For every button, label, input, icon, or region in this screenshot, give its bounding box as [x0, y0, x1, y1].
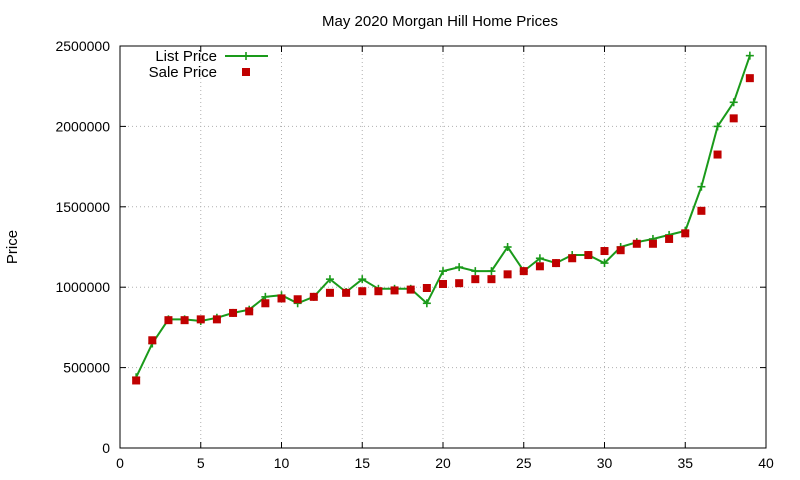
sale-price-point: [600, 247, 609, 256]
y-tick-label: 2500000: [55, 38, 110, 54]
sale-price-point: [293, 295, 302, 304]
list-price-point: [439, 267, 447, 276]
list-price-point: [697, 182, 706, 191]
sale-price-point: [568, 254, 577, 263]
list-price-point: [729, 98, 738, 107]
sale-price-point: [164, 316, 173, 325]
x-tick-label: 40: [758, 455, 774, 471]
sale-price-point: [229, 308, 238, 317]
legend-sample-sale-price: [242, 68, 250, 76]
ticks: 0 5 10 15 20 25 30 35 40 0 500000 1000000 1500000 200…: [55, 38, 774, 471]
sale-price-point: [132, 376, 141, 385]
sale-price-point: [681, 229, 690, 238]
sale-price-point: [374, 287, 383, 296]
y-tick-label: 0: [102, 440, 110, 456]
sale-price-point: [471, 275, 480, 284]
sale-price-point: [455, 279, 464, 288]
grid: [120, 46, 766, 448]
sale-price-point: [180, 316, 189, 325]
sale-price-point: [406, 285, 415, 294]
legend-label-list-price: List Price: [155, 48, 217, 65]
list-price-point: [745, 51, 754, 60]
list-price-point: [503, 243, 512, 251]
list-price-point: [535, 254, 544, 263]
y-tick-label: 2000000: [55, 118, 110, 134]
plot-series: [132, 51, 754, 385]
chart-title: May 2020 Morgan Hill Home Prices: [322, 13, 558, 30]
sale-price-point: [487, 275, 496, 284]
sale-price-point: [648, 239, 657, 248]
sale-price-point: [535, 262, 544, 271]
list-price-point: [325, 275, 334, 284]
sale-price-point: [552, 259, 561, 268]
sale-price-point: [309, 292, 318, 301]
x-tick-label: 5: [197, 455, 205, 471]
y-tick-label: 1000000: [55, 279, 110, 295]
list-price-point: [455, 263, 464, 272]
list-price-point: [487, 267, 496, 276]
sale-price-point: [745, 74, 754, 83]
legend: List Price Sale Price: [149, 48, 268, 81]
list-price-point: [471, 267, 480, 276]
sale-price-point: [729, 114, 738, 123]
sale-price-point: [439, 279, 447, 288]
sale-price-point: [616, 246, 625, 255]
list-price-point: [600, 259, 609, 268]
sale-price-point: [665, 234, 674, 243]
x-tick-label: 15: [354, 455, 370, 471]
sale-price-point: [422, 284, 431, 293]
sale-price-point: [245, 307, 254, 316]
sale-price-point: [196, 315, 205, 324]
list-price-point: [713, 122, 722, 131]
legend-sample-list-price: [225, 52, 268, 60]
x-tick-label: 20: [435, 455, 451, 471]
sale-price-point: [632, 239, 641, 248]
legend-label-sale-price: Sale Price: [149, 64, 217, 81]
sale-price-point: [713, 150, 722, 159]
sale-price-point: [390, 286, 399, 295]
sale-price-point: [212, 315, 221, 324]
sale-price-point: [697, 206, 706, 215]
sale-price-point: [358, 287, 367, 296]
list-price-point: [422, 299, 431, 308]
sale-price-point: [342, 288, 351, 297]
sale-price-point: [148, 336, 157, 345]
list-price-point: [358, 275, 367, 284]
y-tick-label: 500000: [63, 360, 110, 376]
x-tick-label: 25: [516, 455, 532, 471]
x-tick-label: 35: [677, 455, 693, 471]
sale-price-point: [503, 270, 512, 279]
x-tick-label: 30: [597, 455, 613, 471]
list-price-line: [135, 55, 751, 378]
sale-price-point: [261, 299, 270, 308]
sale-price-point: [325, 288, 334, 297]
sale-price-point: [277, 294, 286, 303]
sale-price-point: [584, 251, 593, 260]
x-tick-label: 10: [274, 455, 290, 471]
sale-price-point: [519, 267, 528, 276]
y-tick-label: 1500000: [55, 199, 110, 215]
x-tick-label: 0: [116, 455, 124, 471]
y-axis-label: Price: [4, 230, 21, 264]
